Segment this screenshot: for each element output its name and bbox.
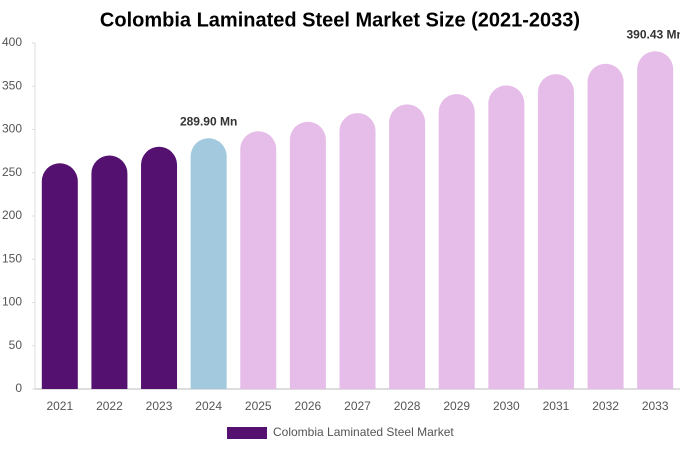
y-tick-label: 200 — [2, 208, 22, 222]
x-tick-label: 2028 — [394, 399, 421, 413]
x-tick-label: 2032 — [592, 399, 619, 413]
x-tick-label: 2030 — [493, 399, 520, 413]
y-tick-label: 400 — [2, 35, 22, 49]
y-tick-label: 0 — [15, 381, 22, 395]
bar — [438, 94, 475, 389]
y-tick-label: 150 — [2, 251, 22, 265]
bar — [389, 104, 426, 389]
bar — [190, 138, 227, 389]
x-tick-label: 2027 — [344, 399, 371, 413]
y-tick-label: 50 — [9, 338, 23, 352]
legend-swatch — [227, 427, 267, 439]
y-tick-label: 250 — [2, 165, 22, 179]
value-label: 390.43 Mn — [627, 27, 680, 41]
legend-label: Colombia Laminated Steel Market — [273, 425, 454, 439]
x-tick-label: 2024 — [195, 399, 222, 413]
x-tick-label: 2022 — [96, 399, 123, 413]
bar — [289, 121, 326, 389]
bar — [587, 63, 624, 389]
bar — [141, 146, 178, 389]
value-label: 289.90 Mn — [180, 114, 237, 128]
x-tick-label: 2026 — [295, 399, 322, 413]
y-tick-label: 350 — [2, 78, 22, 92]
bar — [91, 155, 128, 389]
x-tick-label: 2033 — [642, 399, 669, 413]
bar — [488, 85, 525, 390]
x-tick-label: 2023 — [146, 399, 173, 413]
bar — [637, 51, 674, 390]
x-tick-label: 2031 — [543, 399, 570, 413]
x-tick-label: 2021 — [46, 399, 73, 413]
chart-title: Colombia Laminated Steel Market Size (20… — [100, 9, 580, 31]
y-tick-label: 300 — [2, 122, 22, 136]
bar — [41, 163, 78, 389]
y-tick-label: 100 — [2, 295, 22, 309]
bar — [240, 131, 277, 390]
bar — [537, 74, 574, 389]
bar — [339, 113, 376, 389]
x-tick-label: 2025 — [245, 399, 272, 413]
x-tick-label: 2029 — [443, 399, 470, 413]
